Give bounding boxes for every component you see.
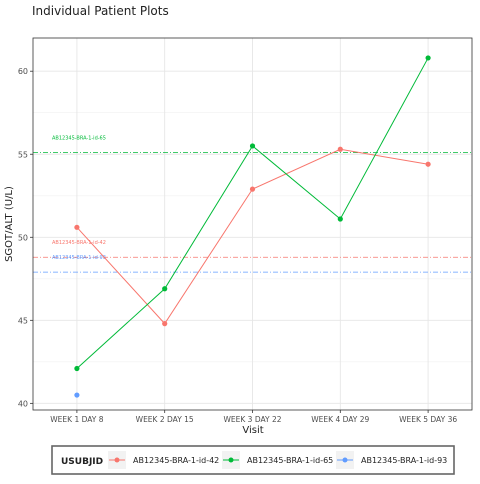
data-point <box>425 161 431 167</box>
data-point <box>74 365 80 372</box>
series-layer <box>74 55 431 398</box>
data-point <box>162 321 168 327</box>
data-point <box>337 146 343 152</box>
y-tick-label: 45 <box>18 316 28 325</box>
data-point <box>249 186 256 192</box>
legend-key-point <box>228 457 234 463</box>
grid-layer <box>33 38 472 410</box>
y-tick-label: 40 <box>18 399 28 408</box>
legend-label: AB12345-BRA-1-id-42 <box>133 456 219 465</box>
data-point <box>162 286 168 292</box>
x-tick-label: WEEK 4 DAY 29 <box>311 415 369 424</box>
x-tick-label: WEEK 2 DAY 15 <box>136 415 194 424</box>
legend-title: USUBJID <box>61 457 103 467</box>
x-tick-label: WEEK 1 DAY 8 <box>50 415 104 424</box>
reference-line-label: AB12345-BRA-1-id-93 <box>52 255 106 261</box>
axis-layer: 40 45 50 55 60 WEEK 1 DAY 8 WEEK 2 DAY 15 WEEK … <box>18 37 473 424</box>
chart-title: Individual Patient Plots <box>32 4 169 18</box>
reference-lines: AB12345-BRA-1-id-65 AB12345-BRA-1-id-42 AB… <box>33 136 472 273</box>
data-point <box>74 392 80 398</box>
y-tick-label: 55 <box>18 150 28 159</box>
y-tick-label: 50 <box>18 233 28 242</box>
legend-label: AB12345-BRA-1-id-93 <box>361 456 447 465</box>
legend-label: AB12345-BRA-1-id-65 <box>247 456 333 465</box>
reference-line-label: AB12345-BRA-1-id-42 <box>52 240 106 246</box>
plot-panel-border <box>32 37 473 411</box>
legend-key-point <box>114 457 120 463</box>
x-axis-title: Visit <box>242 425 263 436</box>
x-tick-label: WEEK 5 DAY 36 <box>399 415 457 424</box>
legend: USUBJID AB12345-BRA-1-id-42 AB12345-BRA-1-… <box>51 445 455 475</box>
data-point <box>249 143 256 149</box>
data-point <box>425 55 431 61</box>
y-axis-title: SGOT/ALT (U/L) <box>4 186 15 262</box>
x-tick-label: WEEK 3 DAY 22 <box>223 415 281 424</box>
reference-line-label: AB12345-BRA-1-id-65 <box>52 136 106 142</box>
legend-key-point <box>342 457 348 463</box>
data-point <box>74 224 80 230</box>
data-point <box>337 216 343 222</box>
y-tick-label: 60 <box>18 67 28 76</box>
